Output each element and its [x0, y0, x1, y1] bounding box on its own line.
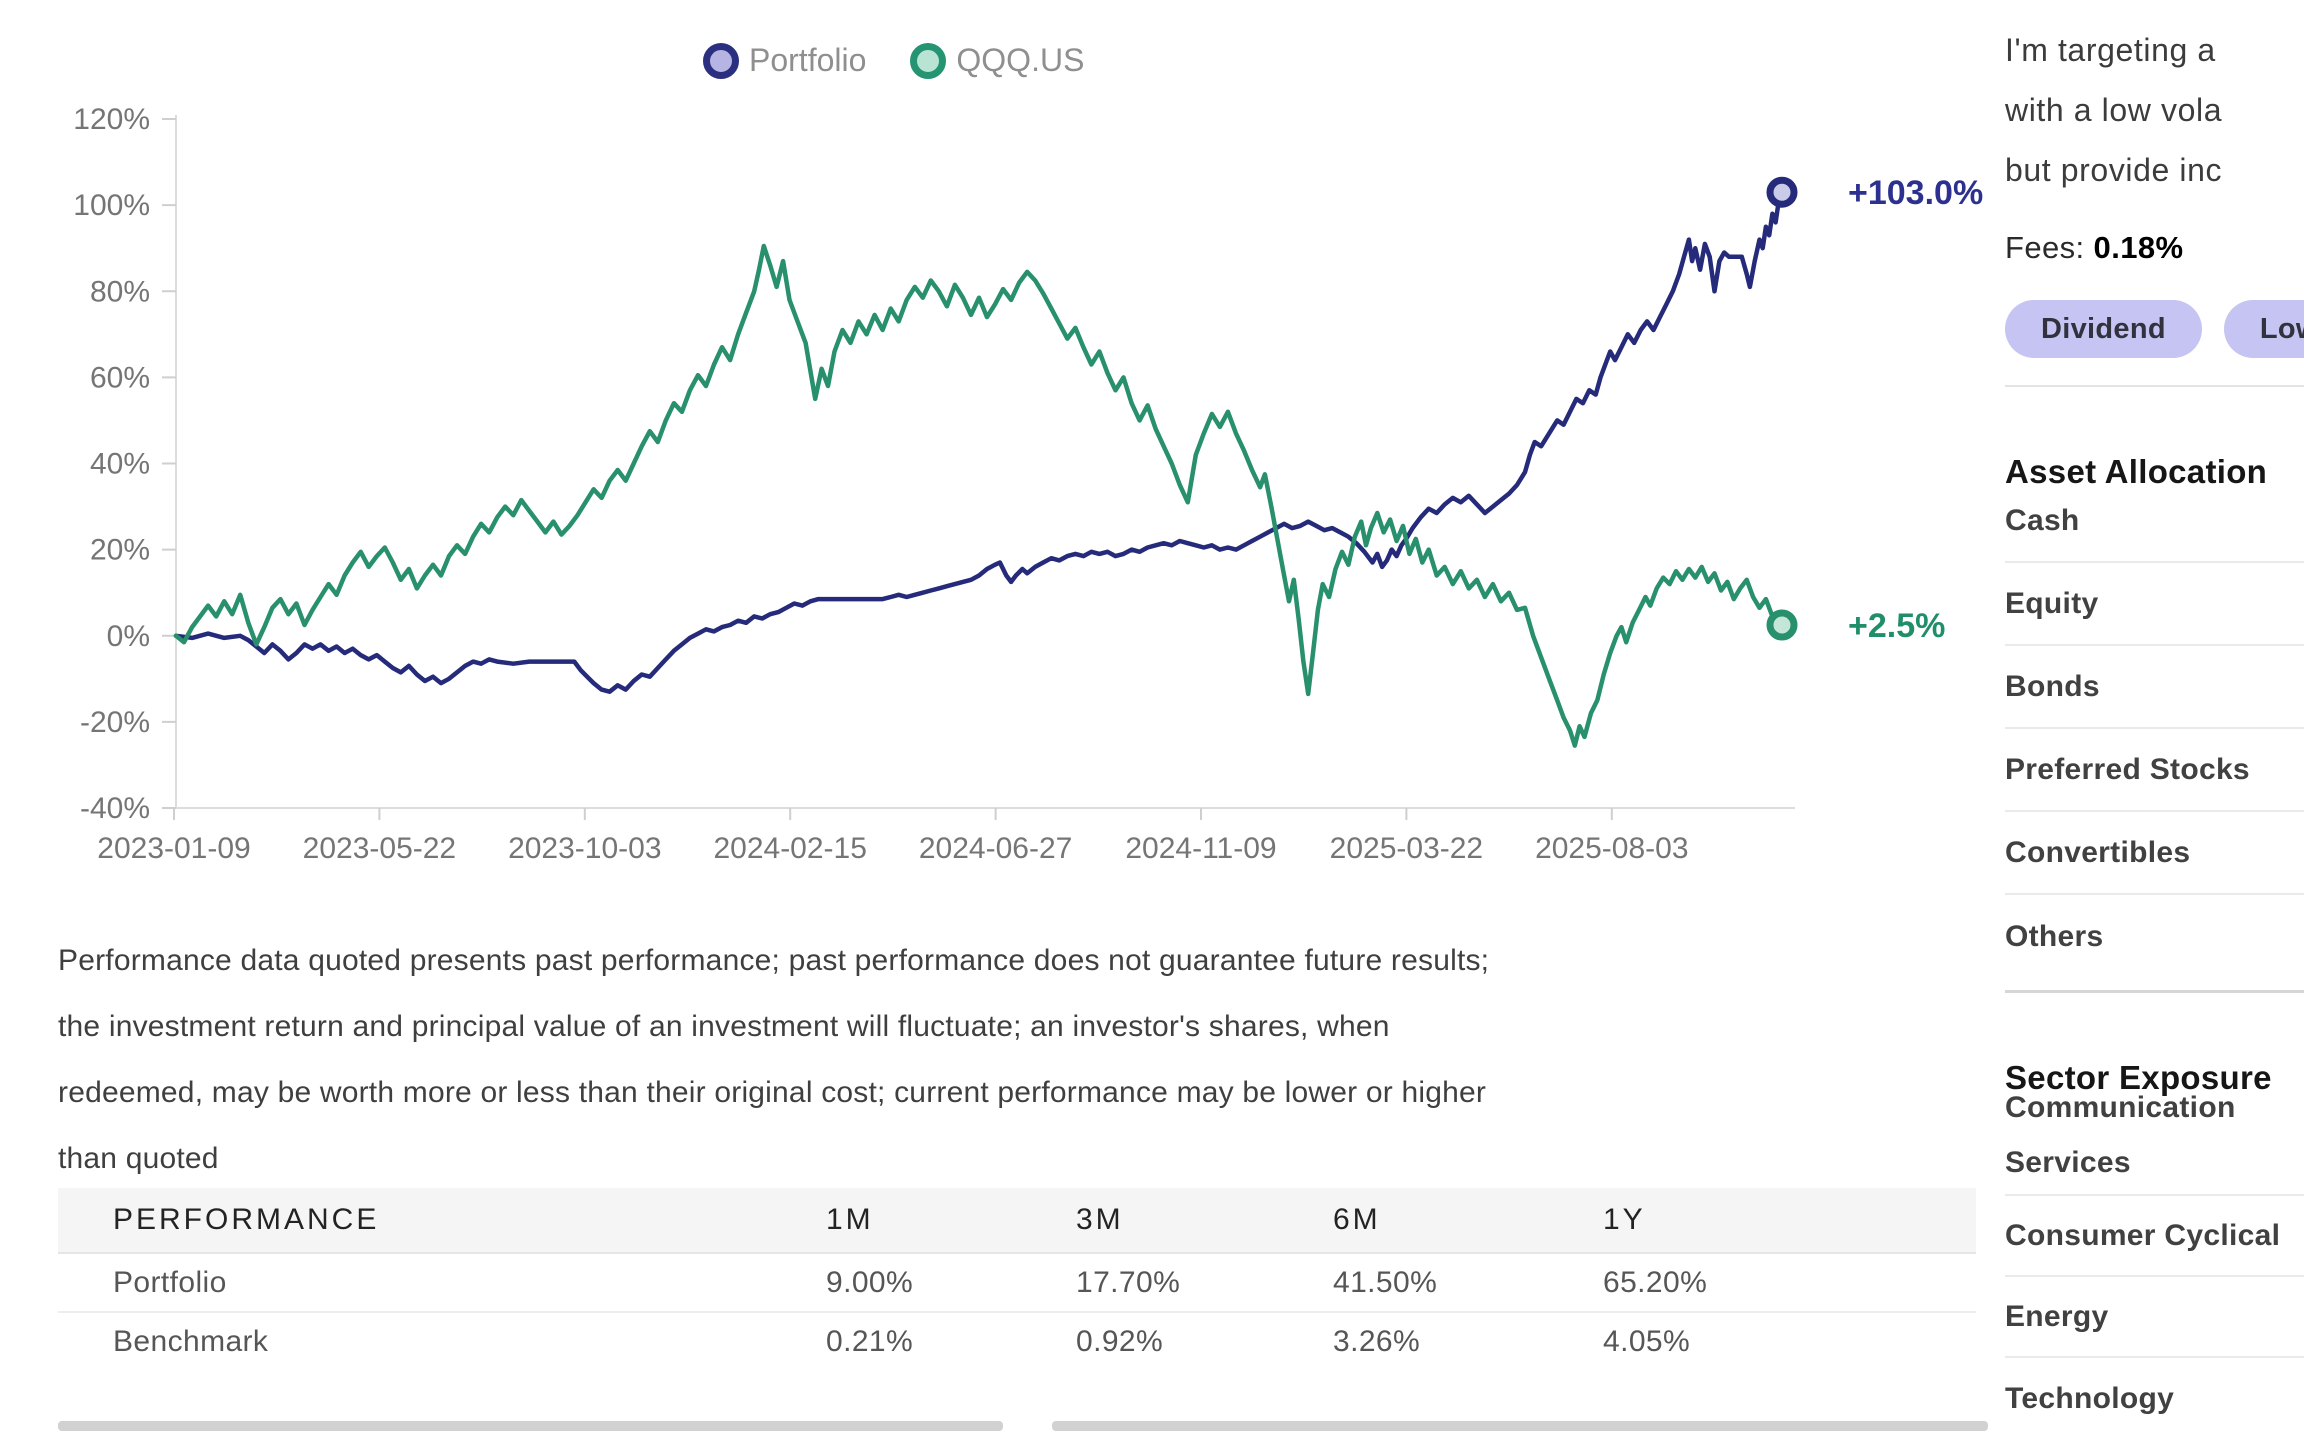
- section-divider-bar: [58, 1421, 1003, 1431]
- cell-value: 9.00%: [826, 1265, 914, 1299]
- sector-row-energy: Energy: [2005, 1277, 2304, 1358]
- legend-item-portfolio[interactable]: Portfolio: [703, 42, 866, 79]
- sector-row-technology: Technology: [2005, 1382, 2175, 1415]
- sidebar-divider: [2005, 385, 2304, 387]
- svg-text:2024-02-15: 2024-02-15: [713, 832, 866, 865]
- fees-label: Fees:: [2005, 230, 2085, 265]
- row-label: Portfolio: [113, 1265, 227, 1299]
- strategy-sidebar: I'm targeting a with a low vola but prov…: [2005, 0, 2304, 1440]
- performance-table: PERFORMANCE 1M 3M 6M 1Y Portfolio 9.00% …: [58, 1188, 1976, 1370]
- col-1y: 1Y: [1603, 1203, 1646, 1236]
- fees-value: 0.18%: [2093, 230, 2184, 265]
- allocation-row-cash: Cash: [2005, 480, 2304, 563]
- portfolio-marker-icon: [703, 42, 739, 79]
- sidebar-section-divider: [2005, 990, 2304, 993]
- svg-text:2023-10-03: 2023-10-03: [508, 832, 661, 865]
- tag-low: Low: [2223, 300, 2304, 358]
- svg-text:2023-05-22: 2023-05-22: [303, 832, 456, 865]
- svg-text:80%: 80%: [90, 275, 150, 308]
- cell-value: 3.26%: [1333, 1324, 1421, 1358]
- table-row-portfolio: Portfolio 9.00% 17.70% 41.50% 65.20%: [58, 1254, 1976, 1313]
- asset-allocation-heading: Asset Allocation: [2005, 453, 2268, 490]
- svg-text:+103.0%: +103.0%: [1848, 174, 1983, 212]
- svg-text:2025-08-03: 2025-08-03: [1535, 832, 1688, 865]
- svg-text:2024-11-09: 2024-11-09: [1125, 832, 1276, 865]
- svg-text:100%: 100%: [73, 189, 150, 222]
- col-3m: 3M: [1076, 1203, 1124, 1236]
- row-label: Benchmark: [113, 1324, 269, 1358]
- cell-value: 65.20%: [1603, 1265, 1708, 1299]
- cell-value: 17.70%: [1076, 1265, 1181, 1299]
- cell-value: 0.21%: [826, 1324, 914, 1358]
- qqq-marker-icon: [910, 42, 947, 79]
- fees-line: Fees: 0.18%: [2005, 230, 2183, 266]
- strategy-tags: Dividend Low: [2005, 300, 2304, 358]
- disclaimer-line: the investment return and principal valu…: [58, 1010, 1390, 1043]
- svg-text:2024-06-27: 2024-06-27: [919, 832, 1072, 865]
- allocation-row-convertibles: Convertibles: [2005, 812, 2304, 895]
- svg-text:2023-01-09: 2023-01-09: [97, 832, 250, 865]
- svg-text:-40%: -40%: [80, 792, 150, 825]
- tag-dividend: Dividend: [2005, 300, 2202, 358]
- svg-text:0%: 0%: [107, 620, 150, 653]
- asset-allocation-list: Cash Equity Bonds Preferred Stocks Conve…: [2005, 480, 2304, 978]
- svg-text:2025-03-22: 2025-03-22: [1330, 832, 1483, 865]
- sector-row-communication-services: Communication Services: [2005, 1075, 2304, 1196]
- allocation-row-others: Others: [2005, 919, 2104, 953]
- cell-value: 0.92%: [1076, 1324, 1164, 1358]
- chart-legend: Portfolio QQQ.US: [703, 42, 1084, 79]
- disclaimer-line: redeemed, may be worth more or less than…: [58, 1076, 1487, 1109]
- description-line: I'm targeting a: [2005, 32, 2216, 68]
- section-divider-bar: [1052, 1421, 1988, 1431]
- table-row-benchmark: Benchmark 0.21% 0.92% 3.26% 4.05%: [58, 1313, 1976, 1370]
- allocation-row-preferred-stocks: Preferred Stocks: [2005, 729, 2304, 812]
- legend-label-qqq: QQQ.US: [956, 42, 1085, 78]
- sector-exposure-list: Communication Services Consumer Cyclical…: [2005, 1075, 2304, 1439]
- svg-text:+2.5%: +2.5%: [1848, 607, 1945, 645]
- allocation-row-equity: Equity: [2005, 563, 2304, 646]
- disclaimer-line: than quoted: [58, 1142, 219, 1175]
- sector-exposure-heading: Sector Exposure: [2005, 1059, 2272, 1096]
- svg-text:-20%: -20%: [80, 706, 150, 739]
- cell-value: 4.05%: [1603, 1324, 1691, 1358]
- description-line: with a low vola: [2005, 92, 2223, 128]
- svg-text:20%: 20%: [90, 534, 150, 567]
- legend-item-qqq[interactable]: QQQ.US: [910, 42, 1084, 79]
- cell-value: 41.50%: [1333, 1265, 1438, 1299]
- performance-chart-plot[interactable]: 120% 100% 80% 60% 40% 20% 0% -20% -40% 2023-01-09…: [0, 0, 2000, 890]
- disclaimer-line: Performance data quoted presents past pe…: [58, 944, 1490, 977]
- svg-text:60%: 60%: [90, 361, 150, 394]
- col-performance: PERFORMANCE: [113, 1203, 380, 1236]
- strategy-description: I'm targeting a with a low vola but prov…: [2005, 20, 2222, 200]
- col-1m: 1M: [826, 1203, 874, 1236]
- legend-label-portfolio: Portfolio: [749, 42, 867, 78]
- svg-text:120%: 120%: [73, 103, 150, 136]
- allocation-row-bonds: Bonds: [2005, 646, 2304, 729]
- col-6m: 6M: [1333, 1203, 1381, 1236]
- performance-table-header: PERFORMANCE 1M 3M 6M 1Y: [58, 1188, 1976, 1254]
- performance-disclaimer: Performance data quoted presents past pe…: [58, 928, 1489, 1192]
- description-line: but provide inc: [2005, 152, 2223, 188]
- sector-row-consumer-cyclical: Consumer Cyclical: [2005, 1196, 2304, 1277]
- svg-text:40%: 40%: [90, 448, 150, 481]
